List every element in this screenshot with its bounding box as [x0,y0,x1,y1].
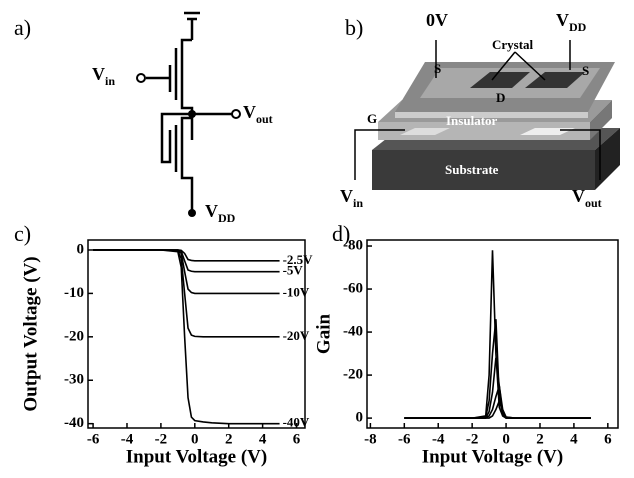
terminal [136,73,146,83]
label: D [496,90,505,105]
label: VDD [556,10,587,34]
label: G [367,111,377,126]
label: Insulator [446,113,498,128]
series-label: -10V [283,284,310,299]
series-label: -5V [283,263,304,278]
y-tick-label: 0 [77,241,85,257]
label: Crystal [492,37,534,52]
x-tick-label: -6 [398,431,411,447]
leads [354,40,601,180]
series-label: -20V [283,328,310,343]
y-tick-label: -20 [64,328,84,344]
x-tick-label: -6 [87,431,100,447]
series-label: -40V [283,415,310,430]
x-tick-label: 2 [536,431,544,447]
panel-label: d) [332,221,350,246]
x-tick-label: 4 [259,431,267,447]
label: 0V [426,10,448,30]
terminal [231,109,241,119]
y-tick-label: -40 [343,324,363,340]
label: VDD [205,201,236,225]
x-tick-label: 0 [191,431,199,447]
label: S [582,63,589,78]
label: Vout [572,186,602,210]
data-line [93,249,280,262]
label: S [434,61,441,76]
y-axis-title: Gain [313,314,334,355]
y-axis-title: Output Voltage (V) [20,256,41,411]
x-tick-label: 4 [570,431,578,447]
data-line [93,249,280,425]
label: Vout [243,102,273,126]
y-tick-label: -40 [64,415,84,431]
panel-label: c) [14,221,31,246]
plot-frame [87,239,306,429]
panel-label: b) [345,15,363,40]
y-tick-label: -10 [64,285,84,301]
panel-label: a) [14,15,31,40]
series-label: -2.5V [283,252,314,267]
x-tick-label: -4 [432,431,445,447]
x-tick-label: 2 [225,431,233,447]
data-line [404,385,591,419]
inverter-circuit [146,11,232,213]
y-tick-label: -20 [343,367,363,383]
label: Substrate [445,162,499,177]
x-tick-label: 6 [293,431,301,447]
x-tick-label: -4 [121,431,134,447]
x-tick-label: -8 [364,431,377,447]
y-tick-label: -30 [64,372,84,388]
device-schematic [372,62,620,190]
x-tick-label: 0 [502,431,510,447]
data-line [404,398,591,419]
plot-frame [366,239,619,429]
y-tick-label: -60 [343,280,363,296]
node [188,110,196,118]
node [188,209,196,217]
x-axis-title: Input Voltage (V) [422,446,563,467]
y-tick-label: 0 [356,410,364,426]
label: Vin [92,64,115,88]
label: Vin [340,186,363,210]
x-axis-title: Input Voltage (V) [126,446,267,467]
x-tick-label: -2 [155,431,168,447]
x-tick-label: 6 [604,431,612,447]
x-tick-label: -2 [466,431,479,447]
y-tick-label: -80 [343,237,363,253]
